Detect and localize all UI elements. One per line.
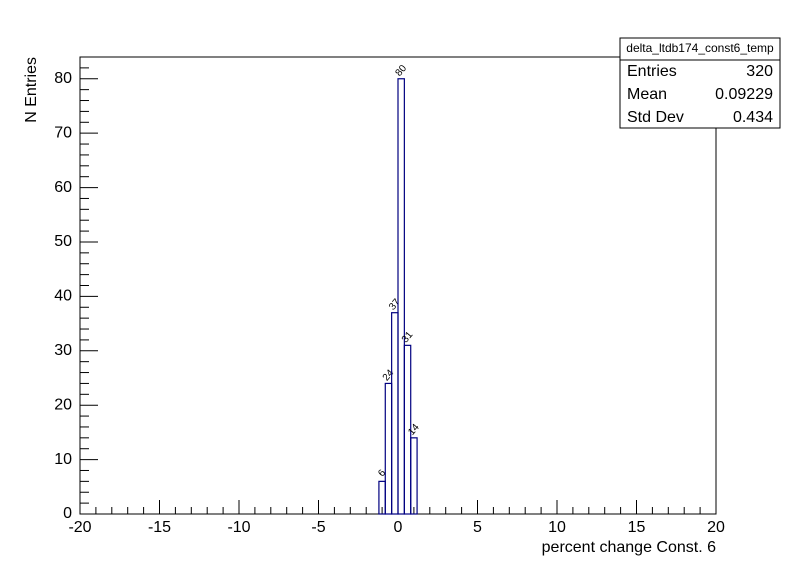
data-label: 6 <box>376 467 388 479</box>
y-tick-label: 50 <box>54 233 72 250</box>
bar <box>397 78 405 515</box>
stats-value: 320 <box>746 63 773 80</box>
x-tick-label: -10 <box>227 519 250 536</box>
y-tick-label: 70 <box>54 124 72 141</box>
stats-frame <box>619 37 781 129</box>
x-tick-label: 10 <box>548 519 566 536</box>
y-tick-label: 80 <box>54 70 72 87</box>
x-tick-label: 20 <box>707 519 725 536</box>
x-tick-label: 0 <box>394 519 403 536</box>
bar <box>410 437 418 515</box>
x-axis-title: percent change Const. 6 <box>542 539 716 556</box>
stats-box: delta_ltdb174_const6_temp <box>619 37 781 129</box>
y-tick-label: 60 <box>54 179 72 196</box>
stats-title: delta_ltdb174_const6_temp <box>626 41 774 55</box>
y-tick-label: 0 <box>63 505 72 522</box>
y-tick-label: 10 <box>54 451 72 468</box>
y-axis-title: N Entries <box>23 57 40 123</box>
y-tick-label: 20 <box>54 396 72 413</box>
x-tick-label: 15 <box>628 519 646 536</box>
x-tick-label: -5 <box>311 519 325 536</box>
stats-label: Entries <box>627 63 677 80</box>
bar <box>403 344 412 515</box>
stats-value: 0.434 <box>733 109 773 126</box>
y-tick-label: 40 <box>54 288 72 305</box>
stats-label: Std Dev <box>627 109 684 126</box>
y-tick-label: 30 <box>54 342 72 359</box>
x-tick-label: 5 <box>473 519 482 536</box>
x-tick-label: -15 <box>148 519 171 536</box>
stats-label: Mean <box>627 86 667 103</box>
stats-value: 0.09229 <box>715 86 773 103</box>
x-tick-label: -20 <box>68 519 91 536</box>
